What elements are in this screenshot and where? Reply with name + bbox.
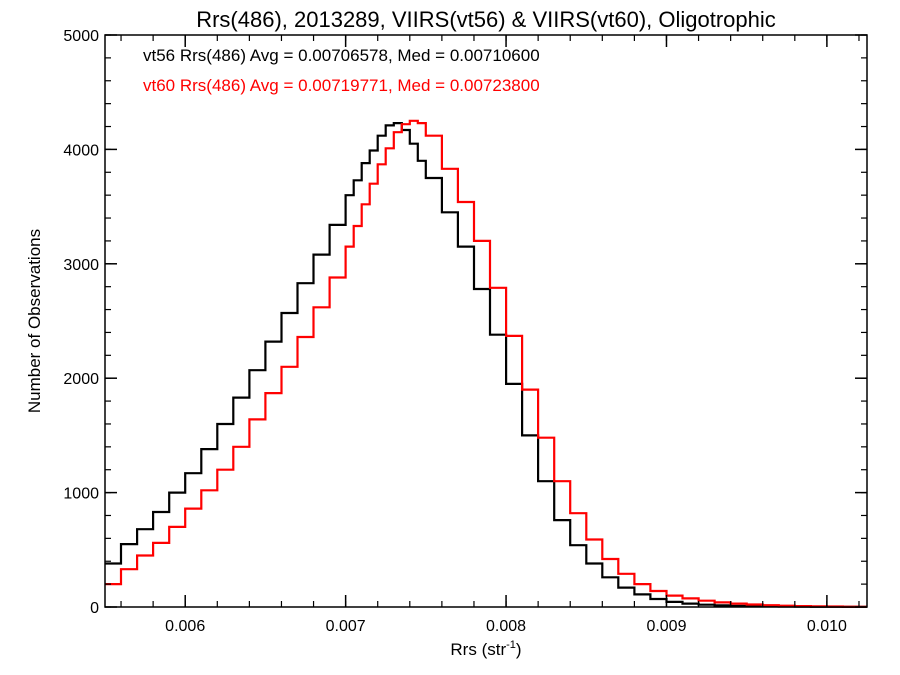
y-tick-label: 0 — [90, 600, 99, 617]
x-tick-label: 0.007 — [326, 618, 366, 635]
x-tick-label: 0.010 — [807, 618, 847, 635]
x-axis-label-sup: -1 — [506, 639, 516, 651]
y-axis-label: Number of Observations — [25, 229, 44, 413]
y-tick-label: 3000 — [63, 257, 99, 274]
annotation-1: vt56 Rrs(486) Avg = 0.00706578, Med = 0.… — [143, 46, 540, 65]
series-line-2 — [105, 119, 867, 608]
annotation-2: vt60 Rrs(486) Avg = 0.00719771, Med = 0.… — [143, 76, 540, 95]
series-layer — [105, 119, 867, 608]
tick-layer: 0.006 0.007 0.008 0.009 0.010 0 1000 2000 3000 40… — [63, 28, 867, 635]
x-tick-label: 0.009 — [646, 618, 686, 635]
y-tick-label: 1000 — [63, 486, 99, 503]
y-tick-label: 2000 — [63, 371, 99, 388]
x-axis-label-close: ) — [516, 640, 522, 659]
x-axis-label: Rrs (str-1) — [450, 639, 521, 659]
y-tick-label: 5000 — [63, 28, 99, 45]
x-tick-label: 0.008 — [486, 618, 526, 635]
x-tick-label: 0.006 — [165, 618, 205, 635]
x-axis-label-main: Rrs (str — [450, 640, 506, 659]
plot-frame — [104, 34, 868, 608]
chart-title: Rrs(486), 2013289, VIIRS(vt56) & VIIRS(v… — [196, 7, 776, 32]
y-tick-label: 4000 — [63, 142, 99, 159]
series-line-1 — [105, 122, 867, 608]
annotation-layer: vt56 Rrs(486) Avg = 0.00706578, Med = 0.… — [143, 46, 540, 95]
